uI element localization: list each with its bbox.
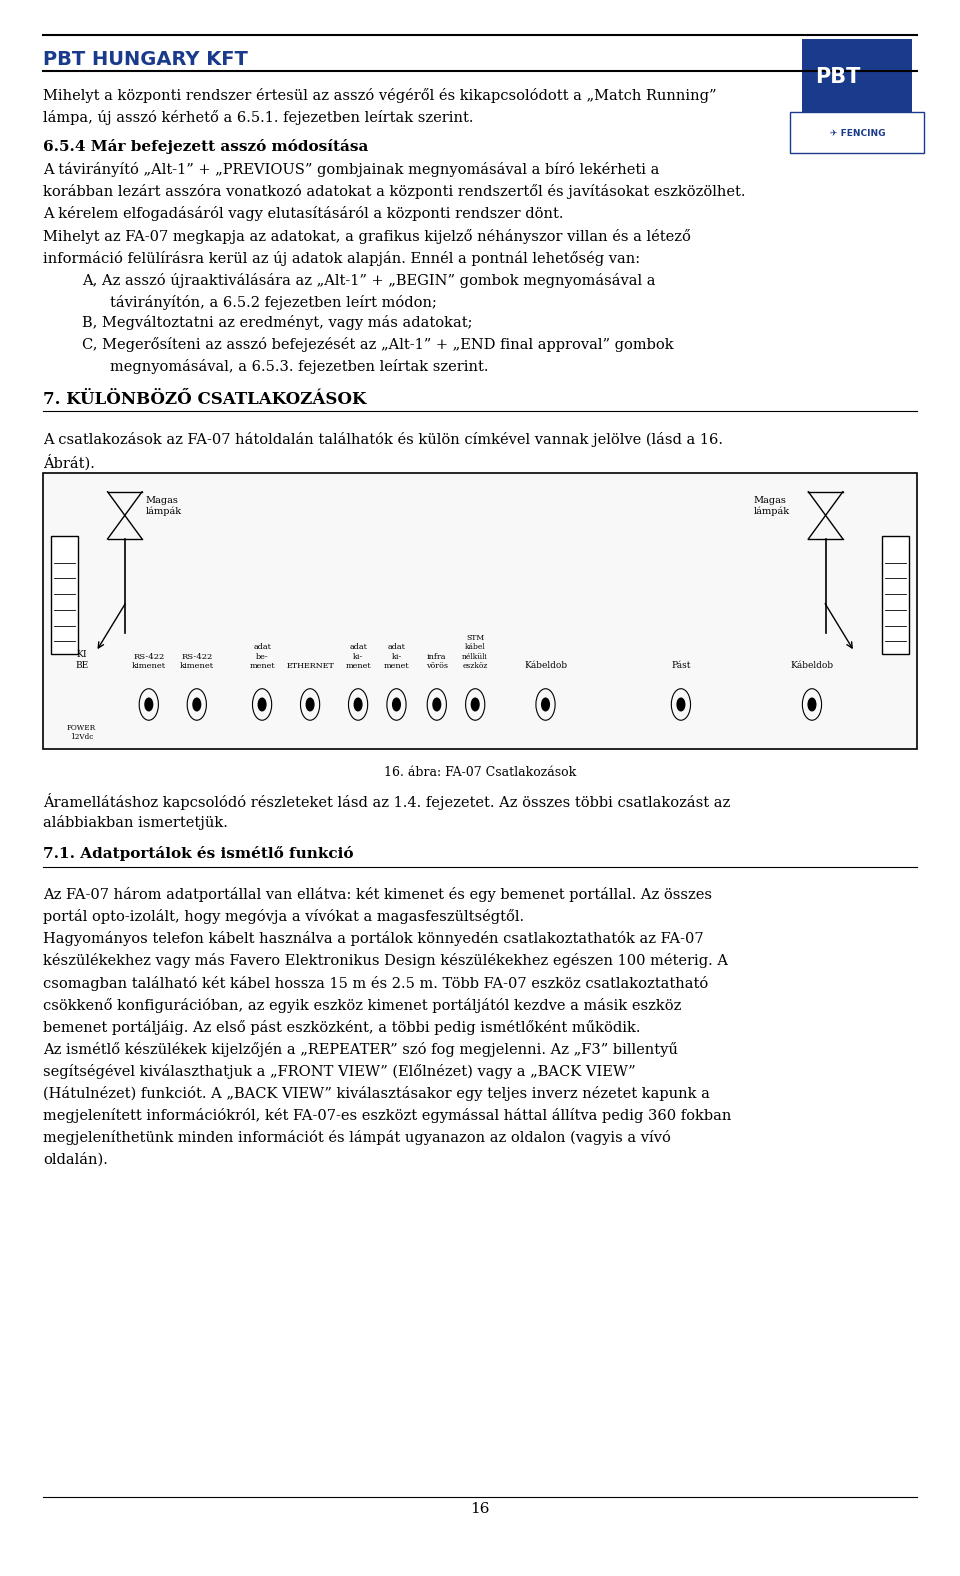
Text: C, Megerősíteni az asszó befejezését az „Alt-1” + „END final approval” gombok: C, Megerősíteni az asszó befejezését az … (82, 337, 673, 353)
Text: Kábeldob: Kábeldob (524, 660, 567, 670)
Text: A, Az asszó újraaktiválására az „Alt-1” + „BEGIN” gombok megnyomásával a: A, Az asszó újraaktiválására az „Alt-1” … (82, 273, 655, 288)
Text: Mihelyt a központi rendszer értesül az asszó végéről és kikapcsolódott a „Match : Mihelyt a központi rendszer értesül az a… (43, 88, 717, 104)
Circle shape (393, 698, 400, 711)
FancyBboxPatch shape (882, 536, 909, 654)
Text: Ábrát).: Ábrát). (43, 454, 95, 470)
Text: Az ismétlő készülékek kijelzőjén a „REPEATER” szó fog megjelenni. Az „F3” billen: Az ismétlő készülékek kijelzőjén a „REPE… (43, 1042, 678, 1057)
FancyBboxPatch shape (51, 536, 78, 654)
Text: RS-422
kimenet: RS-422 kimenet (132, 652, 166, 670)
Text: RS-422
kimenet: RS-422 kimenet (180, 652, 214, 670)
FancyBboxPatch shape (802, 39, 912, 115)
Text: Hagyományos telefon kábelt használva a portálok könnyedén csatlakoztathatók az F: Hagyományos telefon kábelt használva a p… (43, 931, 704, 947)
Text: Kábeldob: Kábeldob (790, 660, 833, 670)
Text: adat
ki-
menet: adat ki- menet (346, 643, 371, 670)
Circle shape (258, 698, 266, 711)
Text: csökkenő konfigurációban, az egyik eszköz kimenet portáljától kezdve a másik esz: csökkenő konfigurációban, az egyik eszkö… (43, 998, 682, 1013)
Circle shape (677, 698, 684, 711)
Text: PBT HUNGARY KFT: PBT HUNGARY KFT (43, 50, 248, 69)
Text: ✈ FENCING: ✈ FENCING (829, 129, 885, 139)
Text: STM
kábel
nélküli
eszköz: STM kábel nélküli eszköz (463, 634, 488, 670)
Text: távirányítón, a 6.5.2 fejezetben leírt módon;: távirányítón, a 6.5.2 fejezetben leírt m… (110, 295, 437, 310)
Circle shape (145, 698, 153, 711)
Text: készülékekhez vagy más Favero Elektronikus Design készülékekhez egészen 100 méte: készülékekhez vagy más Favero Elektronik… (43, 953, 729, 969)
FancyBboxPatch shape (43, 473, 917, 749)
Text: segítségével kiválaszthatjuk a „FRONT VIEW” (Előlnézet) vagy a „BACK VIEW”: segítségével kiválaszthatjuk a „FRONT VI… (43, 1064, 636, 1080)
Text: 16: 16 (470, 1502, 490, 1516)
Circle shape (541, 698, 549, 711)
Circle shape (193, 698, 201, 711)
Text: PBT: PBT (815, 68, 861, 87)
Text: 7. KÜLÖNBÖZŐ CSATLAKOZÁSOK: 7. KÜLÖNBÖZŐ CSATLAKOZÁSOK (43, 391, 367, 408)
Text: B, Megváltoztatni az eredményt, vagy más adatokat;: B, Megváltoztatni az eredményt, vagy más… (82, 315, 472, 331)
Text: információ felülírásra kerül az új adatok alapján. Ennél a pontnál lehetőség van: információ felülírásra kerül az új adato… (43, 251, 640, 266)
Text: POWER
12Vdc: POWER 12Vdc (67, 723, 96, 741)
Circle shape (433, 698, 441, 711)
Text: Áramellátáshoz kapcsolódó részleteket lásd az 1.4. fejezetet. Az összes többi cs: Áramellátáshoz kapcsolódó részleteket lá… (43, 793, 731, 810)
Text: adat
ki-
menet: adat ki- menet (384, 643, 409, 670)
Text: (Hátulnézet) funkciót. A „BACK VIEW” kiválasztásakor egy teljes inverz nézetet k: (Hátulnézet) funkciót. A „BACK VIEW” kiv… (43, 1086, 710, 1102)
Text: ETHERNET: ETHERNET (286, 662, 334, 670)
Text: alábbiakban ismertetjük.: alábbiakban ismertetjük. (43, 815, 228, 831)
Text: oldalán).: oldalán). (43, 1152, 108, 1166)
Text: Pást: Pást (671, 660, 690, 670)
Text: Magas
lámpák: Magas lámpák (146, 496, 182, 517)
Text: Magas
lámpák: Magas lámpák (754, 496, 790, 517)
Text: megnyomásával, a 6.5.3. fejezetben leírtak szerint.: megnyomásával, a 6.5.3. fejezetben leírt… (110, 359, 489, 375)
Circle shape (306, 698, 314, 711)
Text: Mihelyt az FA-07 megkapja az adatokat, a grafikus kijelző néhányszor villan és a: Mihelyt az FA-07 megkapja az adatokat, a… (43, 229, 691, 244)
Text: csomagban található két kábel hossza 15 m és 2.5 m. Több FA-07 eszköz csatlakozt: csomagban található két kábel hossza 15 … (43, 976, 708, 991)
Text: bemenet portáljáig. Az első pást eszközként, a többi pedig ismétlőként működik.: bemenet portáljáig. Az első pást eszközk… (43, 1020, 640, 1035)
Text: portál opto-izolált, hogy megóvja a vívókat a magasfeszültségtől.: portál opto-izolált, hogy megóvja a vívó… (43, 909, 524, 925)
Text: A csatlakozások az FA-07 hátoldalán találhatók és külön címkével vannak jelölve : A csatlakozások az FA-07 hátoldalán talá… (43, 432, 723, 448)
Text: korábban lezárt asszóra vonatkozó adatokat a központi rendszertől és javításokat: korábban lezárt asszóra vonatkozó adatok… (43, 184, 746, 200)
Text: 6.5.4 Már befejezett asszó módosítása: 6.5.4 Már befejezett asszó módosítása (43, 139, 369, 154)
Text: 16. ábra: FA-07 Csatlakozások: 16. ábra: FA-07 Csatlakozások (384, 766, 576, 779)
Text: megjelenített információkról, két FA-07-es eszközt egymással háttal állítva pedi: megjelenített információkról, két FA-07-… (43, 1108, 732, 1124)
Text: 7.1. Adatportálok és ismétlő funkció: 7.1. Adatportálok és ismétlő funkció (43, 846, 353, 862)
Circle shape (354, 698, 362, 711)
FancyBboxPatch shape (790, 112, 924, 153)
Text: A kérelem elfogadásáról vagy elutasításáról a központi rendszer dönt.: A kérelem elfogadásáról vagy elutasításá… (43, 206, 564, 222)
Text: adat
be-
menet: adat be- menet (250, 643, 275, 670)
Text: lámpa, új asszó kérhető a 6.5.1. fejezetben leírtak szerint.: lámpa, új asszó kérhető a 6.5.1. fejezet… (43, 110, 473, 126)
Text: megjeleníthetünk minden információt és lámpát ugyanazon az oldalon (vagyis a vív: megjeleníthetünk minden információt és l… (43, 1130, 671, 1146)
Text: KI
BE: KI BE (75, 651, 88, 670)
Text: A távirányító „Alt-1” + „PREVIOUS” gombjainak megnyomásával a bíró lekérheti a: A távirányító „Alt-1” + „PREVIOUS” gombj… (43, 162, 660, 178)
Circle shape (808, 698, 816, 711)
Text: Az FA-07 három adatportállal van ellátva: két kimenet és egy bemenet portállal. : Az FA-07 három adatportállal van ellátva… (43, 887, 712, 903)
Text: infra
vörös: infra vörös (426, 652, 447, 670)
Circle shape (471, 698, 479, 711)
